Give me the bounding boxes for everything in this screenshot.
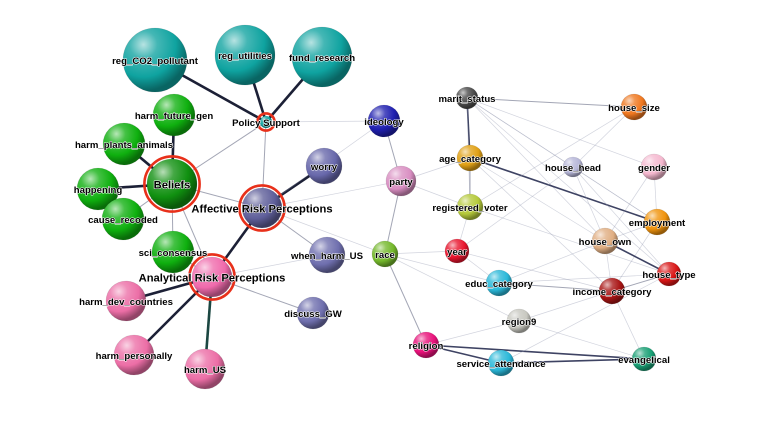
svg-text:age_category: age_category xyxy=(439,154,502,165)
svg-text:house_head: house_head xyxy=(545,163,601,174)
svg-text:registered_voter: registered_voter xyxy=(432,203,507,214)
svg-text:Policy Support: Policy Support xyxy=(232,118,301,129)
svg-text:service_attendance: service_attendance xyxy=(456,359,545,370)
svg-text:harm_plants_animals: harm_plants_animals xyxy=(75,140,173,151)
svg-text:gender: gender xyxy=(638,163,670,174)
svg-text:marit_status: marit_status xyxy=(438,94,495,105)
svg-text:region9: region9 xyxy=(502,317,537,328)
svg-text:house_own: house_own xyxy=(579,237,632,248)
svg-text:fund_research: fund_research xyxy=(289,53,355,64)
svg-text:harm_US: harm_US xyxy=(184,365,227,376)
svg-text:harm_future_gen: harm_future_gen xyxy=(135,111,214,122)
svg-text:Affective Risk Perceptions: Affective Risk Perceptions xyxy=(191,204,332,216)
svg-text:Beliefs: Beliefs xyxy=(154,180,191,192)
svg-text:employment: employment xyxy=(629,218,686,229)
svg-text:year: year xyxy=(447,247,467,258)
svg-text:religion: religion xyxy=(409,341,444,352)
svg-text:cause_recoded: cause_recoded xyxy=(88,215,158,226)
svg-text:harm_dev_countries: harm_dev_countries xyxy=(79,297,173,308)
svg-text:house_size: house_size xyxy=(608,103,660,114)
svg-text:race: race xyxy=(375,250,395,261)
svg-text:party: party xyxy=(389,177,413,188)
svg-text:sci_consensus: sci_consensus xyxy=(139,248,208,259)
svg-text:happening: happening xyxy=(74,185,123,196)
svg-text:evangelical: evangelical xyxy=(618,355,670,366)
svg-text:discuss_GW: discuss_GW xyxy=(284,309,343,320)
svg-text:house_type: house_type xyxy=(642,270,695,281)
svg-text:worry: worry xyxy=(310,162,338,173)
svg-text:reg_CO2_pollutant: reg_CO2_pollutant xyxy=(112,56,199,67)
svg-text:harm_personally: harm_personally xyxy=(96,351,173,362)
svg-text:reg_utilities: reg_utilities xyxy=(218,51,272,62)
svg-text:income_category: income_category xyxy=(573,287,653,298)
svg-text:ideology: ideology xyxy=(364,117,404,128)
svg-text:Analytical Risk Perceptions: Analytical Risk Perceptions xyxy=(139,273,286,285)
svg-text:when_harm_US: when_harm_US xyxy=(290,251,364,262)
svg-text:educ_category: educ_category xyxy=(465,279,533,290)
